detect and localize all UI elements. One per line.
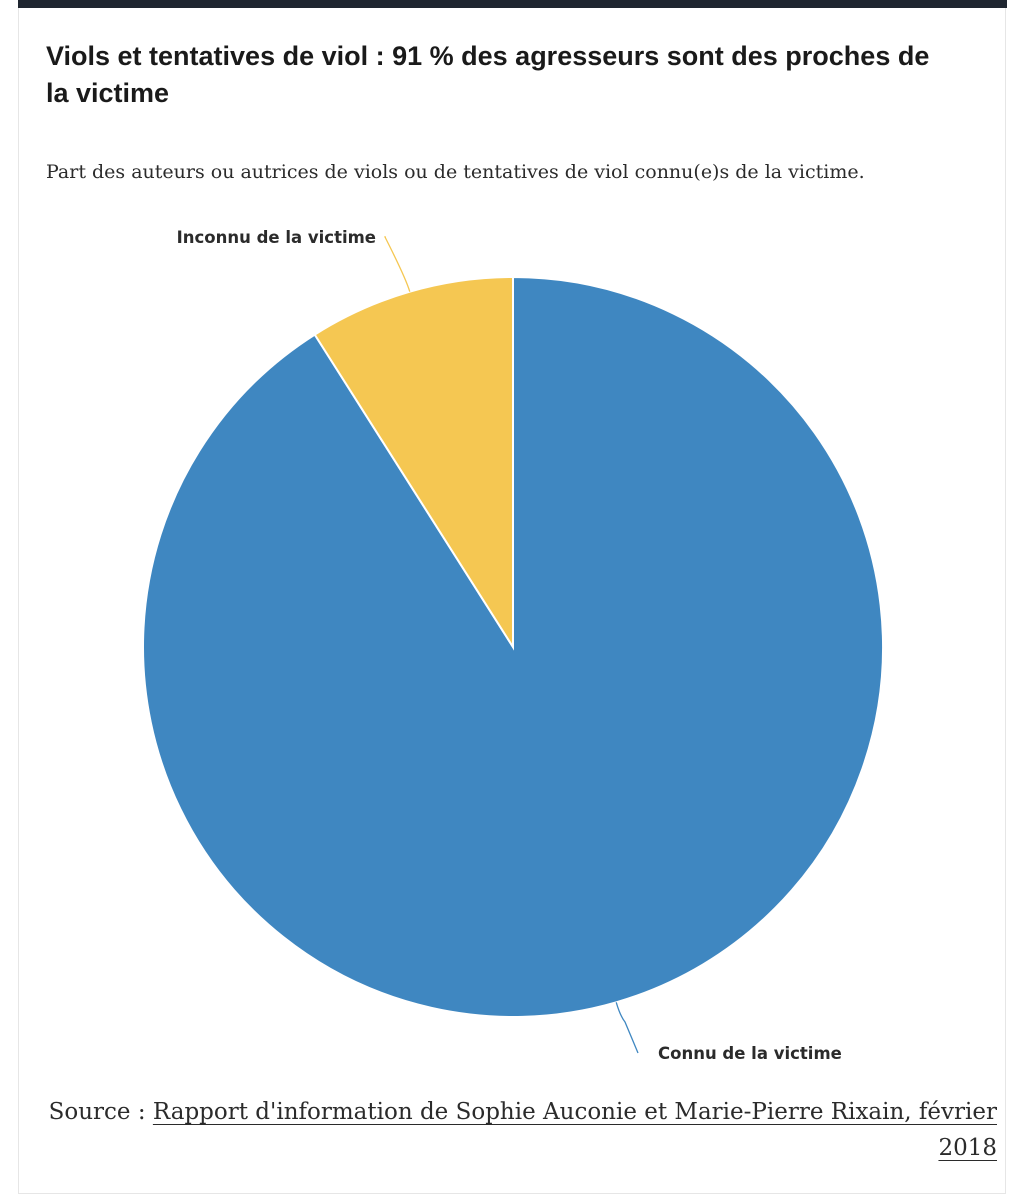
slice-label-inconnu: Inconnu de la victime — [177, 228, 376, 247]
slice-label-connu: Connu de la victime — [658, 1044, 842, 1063]
leader-line-connu — [615, 1002, 639, 1054]
pie-slice-inconnu — [313, 275, 514, 651]
source-note: Source : Rapport d'information de Sophie… — [37, 1094, 997, 1166]
leader-line-inconnu — [383, 236, 411, 292]
chart-card — [18, 8, 1006, 1194]
source-prefix: Source : — [48, 1099, 153, 1125]
source-link[interactable]: Rapport d'information de Sophie Auconie … — [152, 1099, 997, 1161]
chart-title: Viols et tentatives de viol : 91 % des a… — [46, 41, 930, 108]
chart-subtitle: Part des auteurs ou autrices de viols ou… — [46, 161, 865, 183]
top-accent-bar — [18, 0, 1007, 8]
pie-chart: Connu de la victime Inconnu de la victime — [142, 228, 884, 1063]
